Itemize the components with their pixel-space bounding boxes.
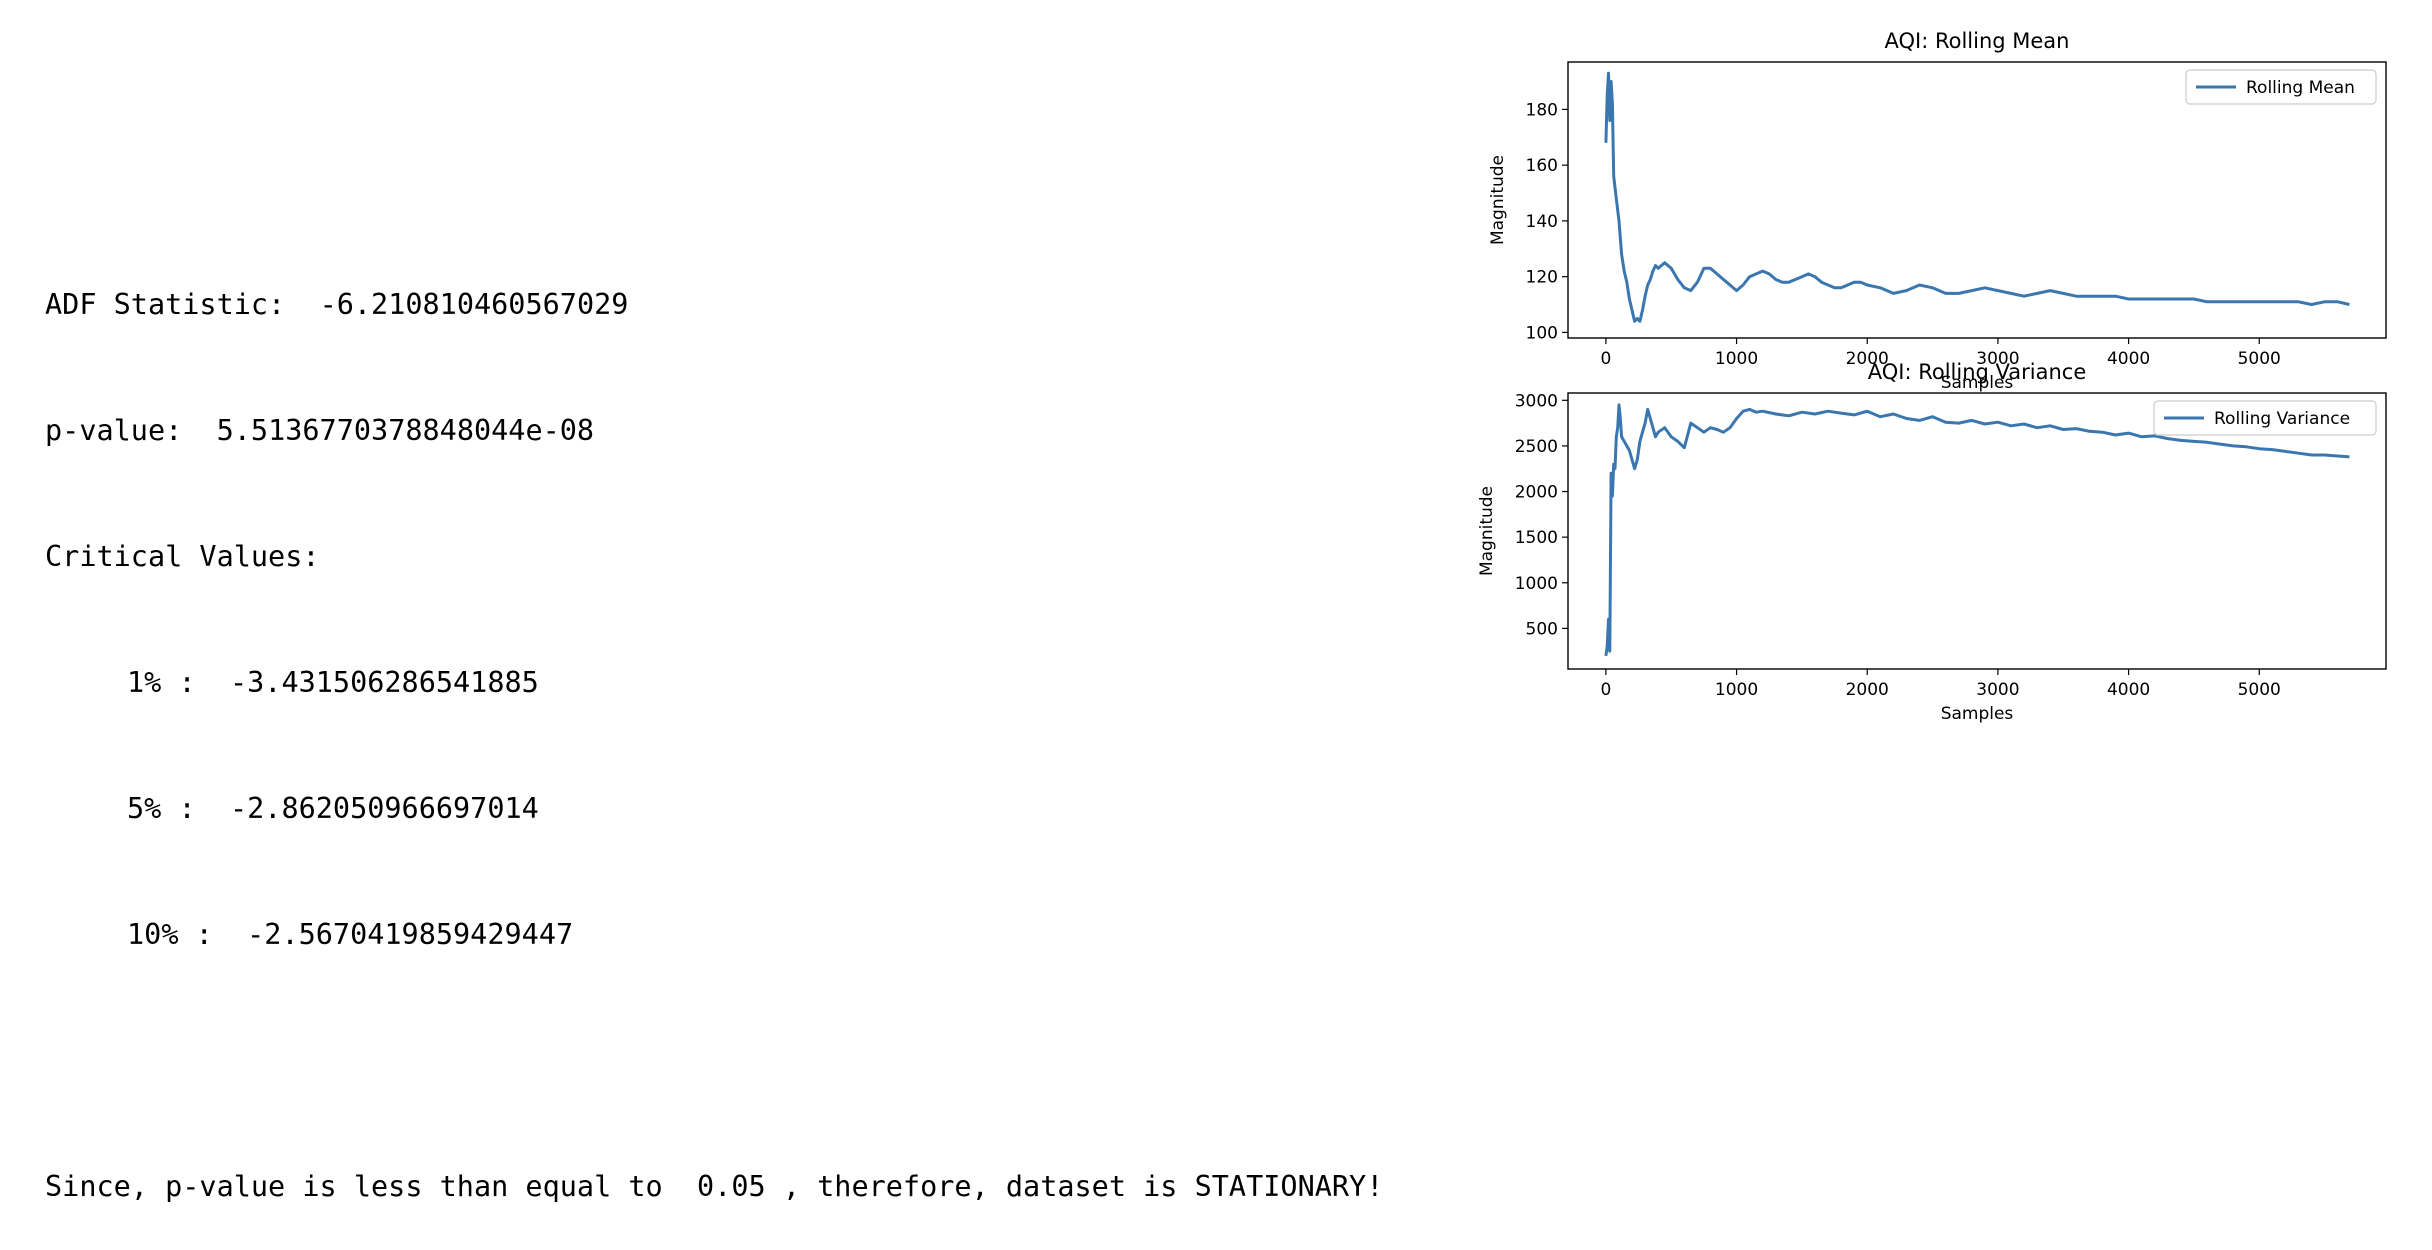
x-tick-label: 3000	[1976, 349, 2019, 369]
x-tick-label: 0	[1600, 680, 1611, 700]
y-tick-label: 2000	[1515, 483, 1558, 503]
legend-label: Rolling Variance	[2214, 409, 2350, 429]
critical-value: -2.862050966697014	[229, 792, 539, 825]
critical-value: -2.5670419859429447	[247, 918, 574, 951]
x-axis-label: Samples	[1941, 704, 2014, 724]
chart-title: AQI: Rolling Variance	[1868, 360, 2087, 384]
plot-frame	[1567, 61, 2387, 339]
critical-value-5pct: 5% : -2.862050966697014	[45, 788, 1383, 830]
x-tick-label: 5000	[2238, 680, 2281, 700]
x-axis-label: Samples	[1941, 373, 2014, 393]
critical-key: 1% :	[127, 666, 213, 699]
plot-frame	[1567, 392, 2387, 670]
y-tick-label: 160	[1526, 156, 1558, 176]
series-line-0	[1604, 71, 2350, 323]
legend-label: Rolling Mean	[2246, 78, 2355, 98]
p-value-line: p-value: 5.5136770378848044e-08	[45, 410, 1383, 452]
p-value-label: p-value:	[45, 414, 200, 447]
legend-box	[2153, 400, 2377, 436]
x-tick-label: 0	[1600, 349, 1611, 369]
x-tick-label: 3000	[1976, 680, 2019, 700]
y-axis-label: Magnitude	[1488, 155, 1508, 245]
x-tick-label: 1000	[1715, 680, 1758, 700]
y-tick-label: 140	[1526, 212, 1558, 232]
critical-key: 5% :	[127, 792, 213, 825]
legend-box	[2185, 69, 2377, 105]
critical-value-10pct: 10% : -2.5670419859429447	[45, 914, 1383, 956]
stationarity-conclusion: Since, p-value is less than equal to 0.0…	[45, 1170, 1384, 1203]
x-tick-label: 4000	[2107, 349, 2150, 369]
y-axis-label: Magnitude	[1477, 486, 1497, 576]
critical-value-1pct: 1% : -3.431506286541885	[45, 662, 1383, 704]
x-tick-label: 5000	[2238, 349, 2281, 369]
p-value-value: 5.5136770378848044e-08	[216, 414, 595, 447]
y-tick-label: 180	[1526, 100, 1558, 120]
critical-value: -3.431506286541885	[229, 666, 539, 699]
y-tick-label: 500	[1526, 619, 1558, 639]
chart-title: AQI: Rolling Mean	[1884, 29, 2069, 53]
series-line-0	[1604, 403, 2350, 657]
adf-statistic-value: -6.210810460567029	[319, 288, 629, 321]
y-tick-label: 1000	[1515, 574, 1558, 594]
y-tick-label: 100	[1526, 323, 1558, 343]
x-tick-label: 4000	[2107, 680, 2150, 700]
y-tick-label: 2500	[1515, 437, 1558, 457]
y-tick-label: 1500	[1515, 528, 1558, 548]
adf-statistic-line: ADF Statistic: -6.210810460567029	[45, 284, 1383, 326]
critical-key: 10% :	[127, 918, 230, 951]
y-tick-label: 120	[1526, 268, 1558, 288]
x-tick-label: 2000	[1846, 349, 1889, 369]
critical-values-header: Critical Values:	[45, 540, 320, 573]
blank-line	[45, 1040, 1383, 1082]
y-tick-label: 3000	[1515, 391, 1558, 411]
adf-statistic-label: ADF Statistic:	[45, 288, 303, 321]
x-tick-label: 2000	[1846, 680, 1889, 700]
x-tick-label: 1000	[1715, 349, 1758, 369]
